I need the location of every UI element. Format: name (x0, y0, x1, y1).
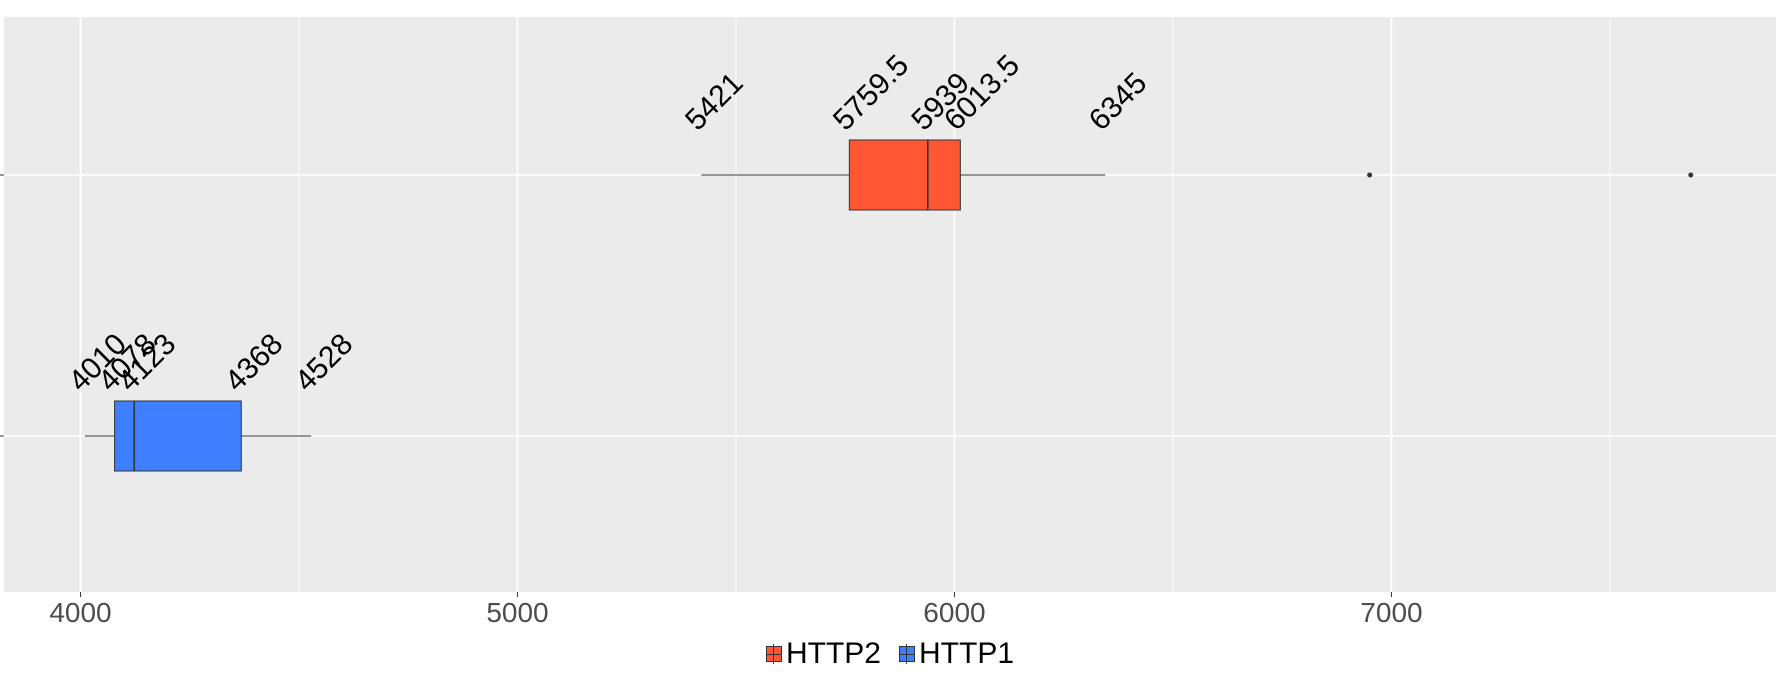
legend-swatch-http1 (899, 644, 915, 664)
x-tick-label: 7000 (1360, 597, 1422, 628)
box-http1 (114, 400, 242, 472)
legend-item-http2: HTTP2 (765, 637, 881, 671)
x-tick-label: 5000 (486, 597, 548, 628)
box-http2 (848, 139, 961, 211)
legend: HTTP2 HTTP1 (0, 634, 1780, 674)
legend-label-http2: HTTP2 (785, 637, 881, 670)
legend-swatch-http2 (765, 644, 782, 664)
x-tick-label: 4000 (49, 597, 111, 628)
x-tick-label: 6000 (923, 597, 985, 628)
plot-panel (4, 17, 1776, 592)
outlier-point (1367, 172, 1373, 178)
legend-item-http1: HTTP1 (899, 637, 1014, 671)
legend-label-http1: HTTP1 (919, 637, 1015, 670)
outlier-point (1688, 172, 1694, 178)
